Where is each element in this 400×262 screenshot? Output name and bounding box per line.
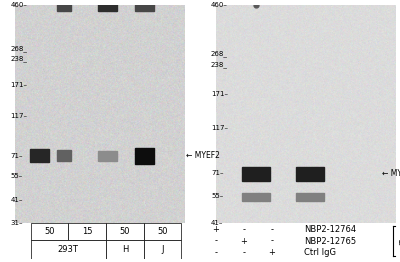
Text: 15: 15 (82, 227, 92, 236)
Text: +: + (212, 225, 220, 234)
Text: +: + (268, 248, 276, 257)
Text: ← MYEF2: ← MYEF2 (186, 151, 220, 160)
Text: 171–: 171– (211, 91, 228, 97)
Text: 117–: 117– (211, 125, 228, 131)
Text: 55–: 55– (10, 173, 22, 179)
Text: 268_: 268_ (211, 51, 228, 57)
Bar (242, 167, 270, 181)
Bar (98, 151, 116, 161)
Text: -: - (270, 237, 274, 245)
Text: 55–: 55– (211, 193, 223, 199)
Bar (106, 240, 144, 259)
Bar (144, 240, 182, 259)
Text: ← MYEF2: ← MYEF2 (382, 169, 400, 178)
Text: IP: IP (399, 237, 400, 245)
Bar (296, 167, 324, 181)
Text: +: + (240, 237, 248, 245)
Text: kDa: kDa (203, 0, 218, 1)
Bar (57, 0, 70, 11)
Text: 31–: 31– (10, 220, 23, 226)
Bar (296, 193, 324, 201)
Text: 50: 50 (44, 227, 55, 236)
Bar (242, 193, 270, 201)
Bar (135, 0, 154, 11)
Bar (106, 223, 144, 240)
Text: -: - (270, 225, 274, 234)
Text: NBP2-12764: NBP2-12764 (304, 225, 356, 234)
Text: -: - (242, 225, 246, 234)
Bar (68, 223, 106, 240)
Text: H: H (122, 245, 128, 254)
Text: 238_: 238_ (211, 61, 228, 68)
Text: 293T: 293T (58, 245, 79, 254)
Bar (30, 240, 106, 259)
Bar (144, 223, 182, 240)
Bar (57, 150, 70, 161)
Text: 268_: 268_ (10, 45, 27, 52)
Text: -: - (214, 248, 218, 257)
Text: -: - (214, 237, 218, 245)
Text: 238_: 238_ (10, 55, 27, 62)
Text: 50: 50 (157, 227, 168, 236)
Bar (30, 223, 68, 240)
Text: kDa: kDa (3, 0, 18, 1)
Text: 460–: 460– (211, 2, 228, 8)
Text: 71–: 71– (211, 170, 224, 176)
Bar (30, 149, 49, 162)
Bar (98, 0, 116, 11)
Text: Ctrl IgG: Ctrl IgG (304, 248, 336, 257)
Text: 50: 50 (120, 227, 130, 236)
Text: 171–: 171– (10, 82, 27, 88)
Text: 41–: 41– (211, 220, 223, 226)
Text: 117–: 117– (10, 113, 27, 119)
Text: -: - (242, 248, 246, 257)
Text: NBP2-12765: NBP2-12765 (304, 237, 356, 245)
Text: J: J (161, 245, 164, 254)
Text: 460–: 460– (10, 2, 27, 8)
Bar (135, 148, 154, 164)
Text: 71–: 71– (10, 153, 23, 159)
Text: 41–: 41– (10, 197, 23, 203)
